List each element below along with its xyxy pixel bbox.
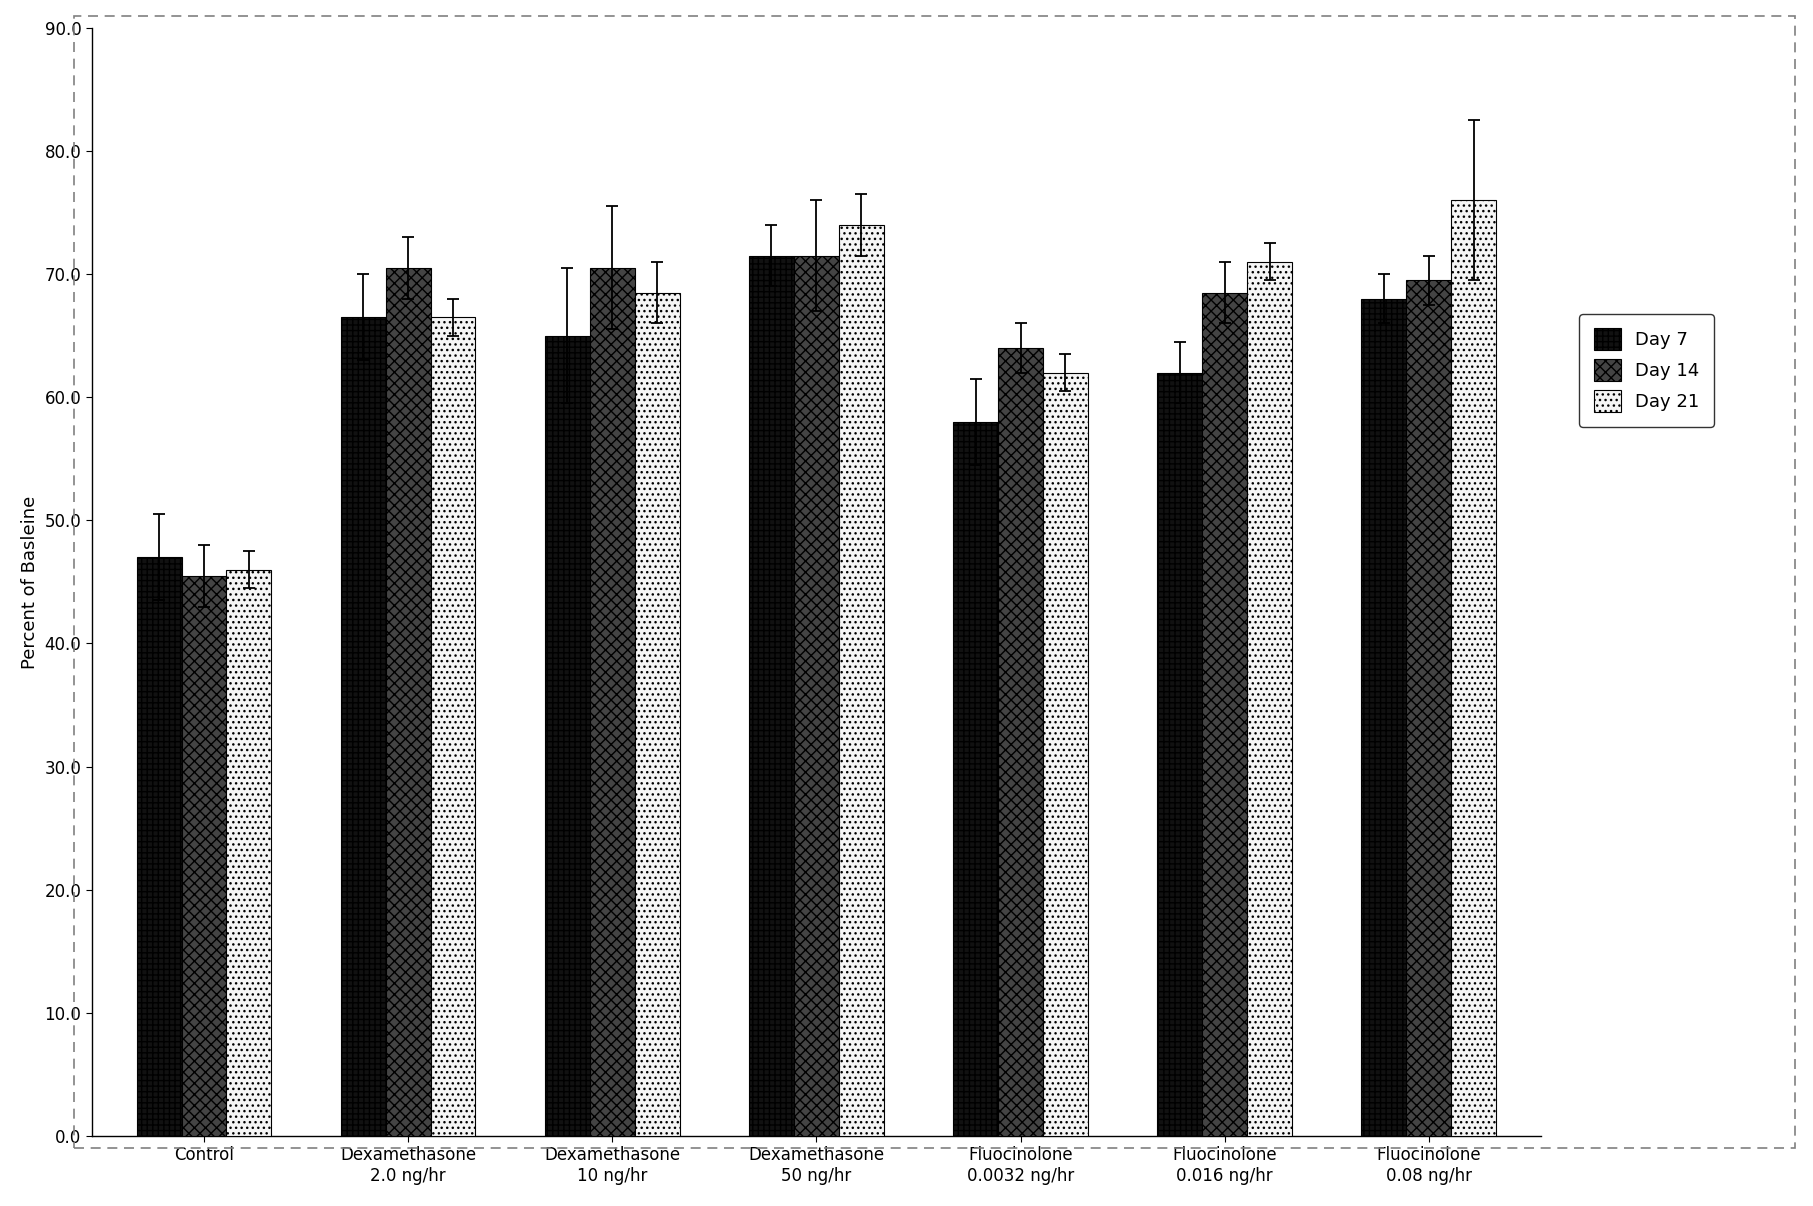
Bar bbox=[1157, 373, 1202, 1136]
Bar bbox=[1362, 299, 1407, 1136]
Bar bbox=[589, 268, 635, 1136]
Bar bbox=[136, 557, 181, 1136]
Bar bbox=[227, 569, 272, 1136]
Bar bbox=[1450, 200, 1496, 1136]
Y-axis label: Percent of Basleine: Percent of Basleine bbox=[20, 496, 38, 668]
Bar bbox=[341, 317, 386, 1136]
Bar bbox=[997, 349, 1042, 1136]
Bar bbox=[181, 575, 227, 1136]
Bar bbox=[1407, 280, 1450, 1136]
Bar bbox=[546, 335, 589, 1136]
Legend: Day 7, Day 14, Day 21: Day 7, Day 14, Day 21 bbox=[1579, 314, 1713, 427]
Bar bbox=[1042, 373, 1088, 1136]
Bar bbox=[1202, 293, 1247, 1136]
Bar bbox=[1247, 262, 1293, 1136]
Bar bbox=[430, 317, 475, 1136]
Bar bbox=[635, 293, 680, 1136]
Bar bbox=[839, 224, 883, 1136]
Bar bbox=[386, 268, 430, 1136]
Bar bbox=[749, 256, 794, 1136]
Bar bbox=[954, 422, 997, 1136]
Bar bbox=[794, 256, 839, 1136]
